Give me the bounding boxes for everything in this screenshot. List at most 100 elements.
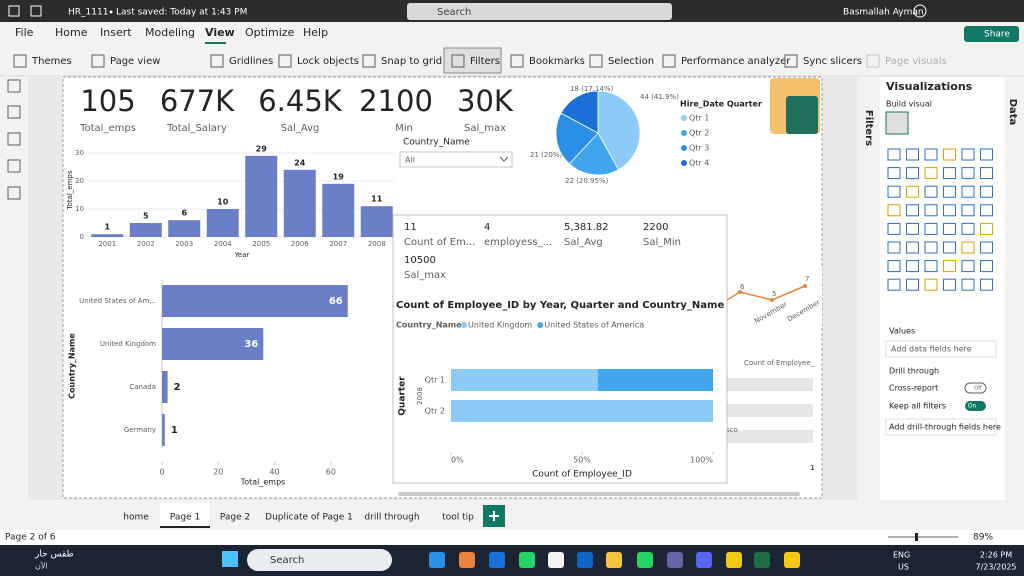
viz-type-icon[interactable] xyxy=(961,260,975,273)
viz-type-icon[interactable] xyxy=(906,260,919,273)
filters-pane-title[interactable]: Filters xyxy=(863,110,874,146)
toggle[interactable] xyxy=(965,401,986,411)
viz-type-icon[interactable] xyxy=(906,185,919,198)
ribbon-item[interactable]: Performance analyzer xyxy=(681,56,791,67)
slicer-dropdown[interactable] xyxy=(399,151,513,168)
viz-type-icon[interactable] xyxy=(906,278,919,291)
viz-type-icon[interactable] xyxy=(943,204,956,217)
viz-type-icon[interactable] xyxy=(924,260,938,273)
ribbon-item[interactable]: Sync slicers xyxy=(803,56,862,67)
menu-item[interactable]: File xyxy=(15,26,34,39)
viz-type-icon[interactable] xyxy=(943,185,956,198)
nav-icon[interactable] xyxy=(7,186,21,200)
taskbar-app[interactable] xyxy=(519,552,535,568)
page-tab[interactable]: Duplicate of Page 1 xyxy=(265,513,353,523)
taskbar-app[interactable] xyxy=(784,552,800,568)
viz-type-icon[interactable] xyxy=(943,260,956,273)
taskbar-app[interactable] xyxy=(459,552,475,568)
taskbar-app[interactable] xyxy=(667,552,683,568)
taskbar-app[interactable] xyxy=(637,552,653,568)
menu-item[interactable]: Optimize xyxy=(245,26,295,39)
taskbar-app[interactable] xyxy=(726,552,742,568)
viz-type-icon[interactable] xyxy=(943,241,956,254)
viz-type-icon[interactable] xyxy=(924,204,938,217)
ribbon-item[interactable]: Page visuals xyxy=(885,56,947,67)
viz-type-icon[interactable] xyxy=(961,222,975,235)
taskbar-app[interactable] xyxy=(754,552,770,568)
menu-item[interactable]: Help xyxy=(303,26,328,39)
viz-type-icon[interactable] xyxy=(980,260,993,273)
search-box[interactable] xyxy=(407,3,672,20)
taskbar-app[interactable] xyxy=(489,552,505,568)
taskbar-app[interactable] xyxy=(577,552,593,568)
share-button[interactable] xyxy=(964,26,1019,42)
viz-type-icon[interactable] xyxy=(887,278,901,291)
viz-type-icon[interactable] xyxy=(887,185,901,198)
ribbon-item[interactable]: Themes xyxy=(31,56,72,67)
viz-type-icon[interactable] xyxy=(943,167,956,180)
viz-type-icon[interactable] xyxy=(906,222,919,235)
viz-type-icon[interactable] xyxy=(906,204,919,217)
menu-item[interactable]: Home xyxy=(55,26,88,39)
taskbar-app[interactable] xyxy=(696,552,712,568)
nav-icon[interactable] xyxy=(7,159,21,173)
viz-type-icon[interactable] xyxy=(961,241,975,254)
viz-type-icon[interactable] xyxy=(961,204,975,217)
viz-type-icon[interactable] xyxy=(980,148,993,161)
viz-type-icon[interactable] xyxy=(924,167,938,180)
menu-item[interactable]: View xyxy=(205,26,235,39)
viz-type-icon[interactable] xyxy=(887,260,901,273)
viz-type-icon[interactable] xyxy=(924,185,938,198)
viz-type-icon[interactable] xyxy=(924,278,938,291)
toggle[interactable] xyxy=(964,382,987,394)
ribbon-item[interactable]: Filters xyxy=(470,56,500,67)
taskbar-app[interactable] xyxy=(429,552,445,568)
menu-item[interactable]: Insert xyxy=(100,26,132,39)
viz-type-icon[interactable] xyxy=(980,222,993,235)
nav-icon[interactable] xyxy=(7,105,21,119)
viz-type-icon[interactable] xyxy=(924,241,938,254)
viz-type-icon[interactable] xyxy=(980,167,993,180)
viz-type-icon[interactable] xyxy=(906,167,919,180)
start-button[interactable] xyxy=(222,551,238,567)
viz-type-icon[interactable] xyxy=(961,278,975,291)
ribbon-item[interactable]: Lock objects xyxy=(297,56,359,67)
viz-type-icon[interactable] xyxy=(961,185,975,198)
ribbon-item[interactable]: Selection xyxy=(608,56,654,67)
viz-type-icon[interactable] xyxy=(961,167,975,180)
ribbon-item[interactable]: Snap to grid xyxy=(381,56,442,67)
taskbar-app[interactable] xyxy=(548,552,564,568)
viz-type-icon[interactable] xyxy=(906,241,919,254)
page-tab[interactable]: Page 2 xyxy=(220,513,250,523)
viz-type-icon[interactable] xyxy=(961,148,975,161)
viz-type-icon[interactable] xyxy=(943,148,956,161)
viz-type-icon[interactable] xyxy=(924,222,938,235)
page-tab[interactable]: tool tip xyxy=(442,513,474,523)
viz-type-icon[interactable] xyxy=(906,148,919,161)
viz-type-icon[interactable] xyxy=(943,222,956,235)
legend-item: United Kingdom xyxy=(468,321,532,330)
menu-item[interactable]: Modeling xyxy=(145,26,195,39)
page-tab[interactable]: home xyxy=(123,513,149,523)
ribbon-item[interactable]: Gridlines xyxy=(229,56,273,67)
viz-type-icon[interactable] xyxy=(887,204,901,217)
page-tab[interactable]: Page 1 xyxy=(170,513,200,523)
taskbar-search[interactable] xyxy=(247,549,392,571)
nav-icon[interactable] xyxy=(7,79,21,93)
taskbar-app[interactable] xyxy=(606,552,622,568)
viz-type-icon[interactable] xyxy=(980,185,993,198)
ribbon-item[interactable]: Bookmarks xyxy=(529,56,585,67)
viz-type-icon[interactable] xyxy=(943,278,956,291)
viz-type-icon[interactable] xyxy=(980,241,993,254)
viz-type-icon[interactable] xyxy=(887,241,901,254)
viz-type-icon[interactable] xyxy=(887,167,901,180)
viz-type-icon[interactable] xyxy=(980,278,993,291)
viz-type-icon[interactable] xyxy=(887,148,901,161)
data-pane-title[interactable]: Data xyxy=(1007,99,1018,126)
ribbon-item[interactable]: Page view xyxy=(110,56,160,67)
viz-type-icon[interactable] xyxy=(924,148,938,161)
viz-type-icon[interactable] xyxy=(887,222,901,235)
viz-type-icon[interactable] xyxy=(980,204,993,217)
page-tab[interactable]: drill through xyxy=(364,513,419,523)
nav-icon[interactable] xyxy=(7,132,21,146)
